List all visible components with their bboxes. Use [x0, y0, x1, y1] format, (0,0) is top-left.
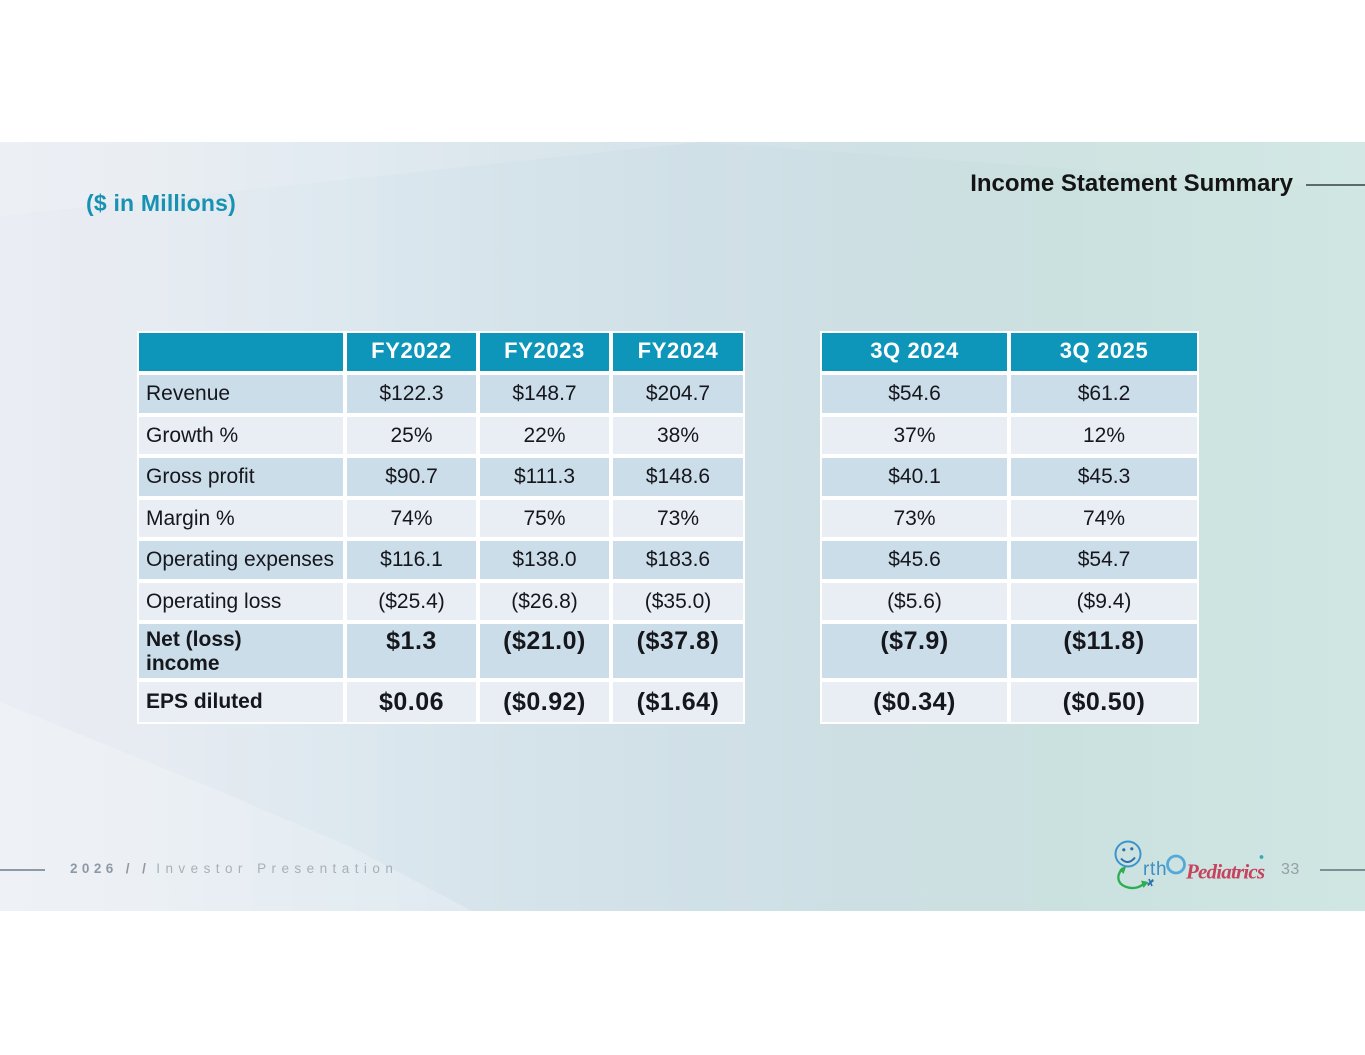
svg-text:r: r — [1143, 859, 1150, 880]
svg-text:Pediatrics: Pediatrics — [1185, 860, 1265, 884]
svg-text:h: h — [1156, 859, 1167, 880]
svg-text:t: t — [1150, 859, 1156, 880]
